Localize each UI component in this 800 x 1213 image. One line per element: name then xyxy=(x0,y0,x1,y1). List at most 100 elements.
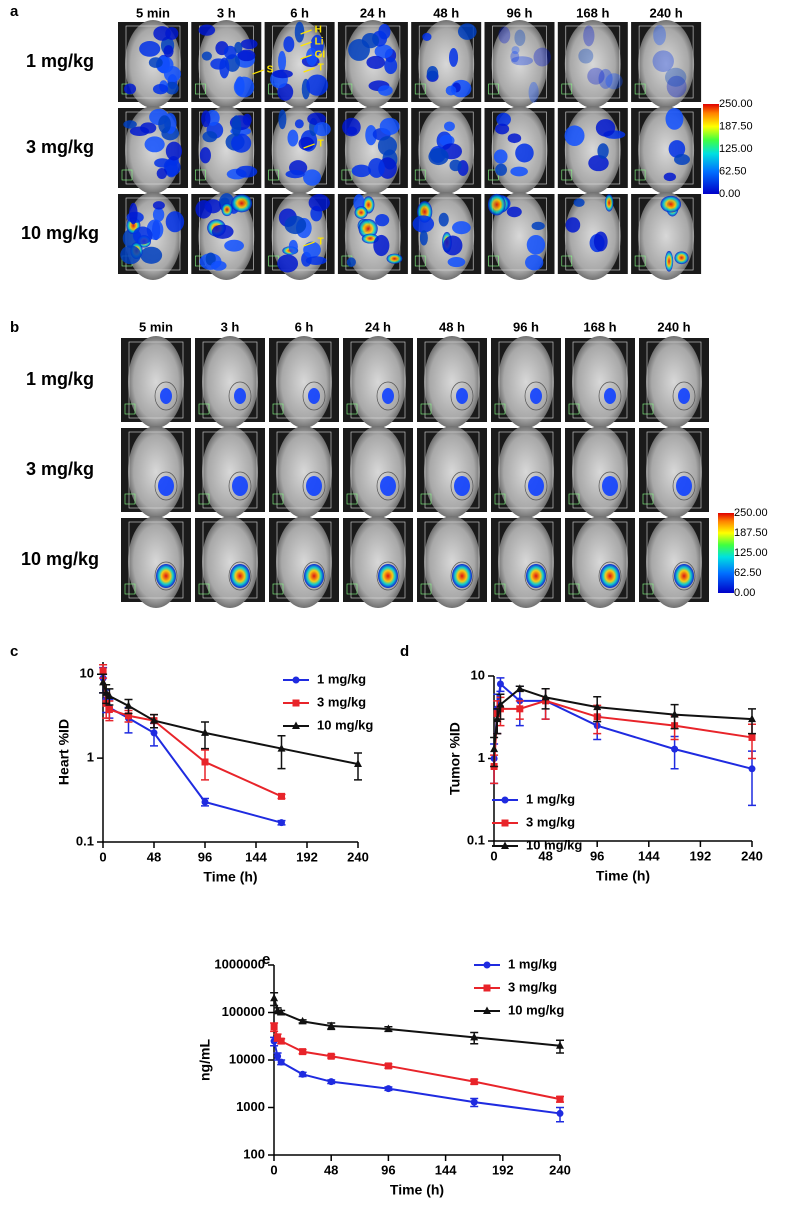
y-tick-label: 1000 xyxy=(236,1099,265,1114)
panel-label: c xyxy=(10,643,18,660)
roi-box xyxy=(498,341,554,419)
signal xyxy=(664,250,674,272)
signal xyxy=(152,207,165,222)
signal xyxy=(163,66,181,83)
signal xyxy=(668,140,686,158)
signal xyxy=(652,50,674,72)
tumor-roi xyxy=(672,561,696,591)
row-label: 1 mg/kg xyxy=(26,51,94,71)
tumor-roi xyxy=(228,561,252,591)
annotation-arrow xyxy=(300,54,312,60)
signal xyxy=(165,81,179,95)
signal xyxy=(674,564,694,588)
legend-label: 10 mg/kg xyxy=(317,717,373,732)
marker xyxy=(671,745,679,753)
signal xyxy=(346,126,358,135)
signal xyxy=(380,476,396,496)
marker xyxy=(748,733,756,741)
signal xyxy=(511,46,520,55)
signal xyxy=(374,44,393,59)
signal xyxy=(346,257,356,267)
scale-box xyxy=(561,83,573,95)
signal xyxy=(674,251,689,265)
colorbar-label: 125.00 xyxy=(734,547,768,559)
signal xyxy=(378,85,393,96)
mouse-body xyxy=(424,336,480,428)
series-line xyxy=(273,1026,561,1101)
x-tick-label: 240 xyxy=(347,849,369,864)
image-cell xyxy=(191,106,262,194)
marker xyxy=(556,1095,564,1103)
roi-box xyxy=(572,341,628,419)
signal xyxy=(506,206,522,218)
signal xyxy=(438,212,449,227)
scale-box xyxy=(642,583,654,595)
x-tick-label: 96 xyxy=(198,849,212,864)
marker xyxy=(99,667,107,675)
x-tick-label: 0 xyxy=(270,1162,277,1177)
tumor-roi xyxy=(524,471,548,501)
signal xyxy=(205,252,216,266)
signal xyxy=(510,51,520,63)
marker xyxy=(270,1023,278,1031)
marker xyxy=(292,699,300,707)
image-cell xyxy=(484,192,555,280)
x-axis-label: Time (h) xyxy=(390,1182,444,1198)
x-tick-label: 0 xyxy=(99,849,106,864)
marker xyxy=(274,1052,282,1060)
x-axis-label: Time (h) xyxy=(203,869,257,885)
signal xyxy=(595,119,616,137)
annotation-arrow xyxy=(303,143,315,149)
signal xyxy=(230,564,250,588)
roi-box xyxy=(276,341,332,419)
tumor-roi xyxy=(376,561,400,591)
y-tick-label: 0.1 xyxy=(467,832,485,847)
column-header: 48 h xyxy=(433,5,459,20)
x-tick-label: 48 xyxy=(147,849,161,864)
image-cell xyxy=(191,20,262,108)
signal xyxy=(285,170,305,179)
signal xyxy=(139,40,161,57)
marker xyxy=(515,684,524,692)
legend-label: 1 mg/kg xyxy=(508,956,557,971)
signal xyxy=(487,193,506,216)
marker xyxy=(748,765,756,773)
marker xyxy=(277,1037,285,1045)
signal xyxy=(221,203,233,217)
signal xyxy=(573,198,585,207)
error-bar xyxy=(670,735,679,770)
column-header: 168 h xyxy=(576,5,609,20)
tumor-roi xyxy=(376,381,400,411)
roi-box xyxy=(646,431,702,509)
signal xyxy=(242,113,252,126)
row-label: 3 mg/kg xyxy=(26,459,94,479)
marker xyxy=(556,1109,564,1117)
image-cell xyxy=(639,516,709,608)
signal xyxy=(511,56,534,66)
signal xyxy=(298,136,315,151)
image-cell xyxy=(195,426,265,518)
column-header: 96 h xyxy=(506,5,532,20)
signal xyxy=(123,83,137,95)
image-cell xyxy=(191,192,262,280)
signal xyxy=(283,36,295,53)
image-cell xyxy=(121,516,191,608)
mouse-body xyxy=(128,336,184,428)
image-cell xyxy=(343,516,413,608)
signal xyxy=(386,253,403,264)
roi-box xyxy=(646,341,702,419)
signal xyxy=(306,47,318,66)
marker xyxy=(516,705,524,713)
signal xyxy=(165,211,185,233)
signal xyxy=(202,131,218,143)
signal xyxy=(384,57,398,75)
image-cell xyxy=(264,192,335,280)
marker xyxy=(125,712,132,720)
roi-box xyxy=(350,521,406,599)
roi-box xyxy=(498,521,554,599)
signal xyxy=(449,48,459,67)
x-tick-label: 96 xyxy=(590,848,604,863)
scale-box xyxy=(124,583,136,595)
marker xyxy=(292,676,300,684)
signal xyxy=(565,217,581,233)
